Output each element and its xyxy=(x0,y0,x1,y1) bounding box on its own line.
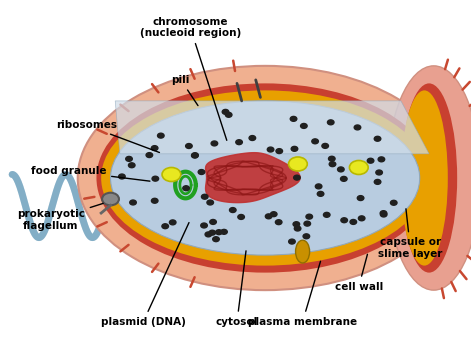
Circle shape xyxy=(157,133,164,138)
Ellipse shape xyxy=(110,101,419,255)
Circle shape xyxy=(169,220,176,225)
Circle shape xyxy=(337,167,344,172)
Ellipse shape xyxy=(78,66,453,290)
Text: cytosol: cytosol xyxy=(216,251,258,327)
Circle shape xyxy=(222,109,229,114)
Ellipse shape xyxy=(97,83,434,273)
Circle shape xyxy=(211,141,218,146)
Circle shape xyxy=(275,220,282,225)
Circle shape xyxy=(151,198,158,203)
Circle shape xyxy=(162,167,181,182)
Circle shape xyxy=(205,232,211,237)
Text: pili: pili xyxy=(172,75,198,106)
Circle shape xyxy=(322,143,328,148)
Polygon shape xyxy=(115,101,429,154)
Circle shape xyxy=(289,239,295,244)
Circle shape xyxy=(265,214,272,219)
Ellipse shape xyxy=(387,66,474,290)
Circle shape xyxy=(267,147,274,152)
Circle shape xyxy=(198,169,205,174)
Circle shape xyxy=(209,230,216,235)
Text: capsule or
slime layer: capsule or slime layer xyxy=(378,209,443,259)
Text: prokaryotic
flagellum: prokaryotic flagellum xyxy=(17,203,103,231)
Circle shape xyxy=(367,158,374,163)
Ellipse shape xyxy=(401,90,448,266)
Circle shape xyxy=(271,212,277,217)
Circle shape xyxy=(328,156,335,161)
Circle shape xyxy=(315,184,322,189)
Circle shape xyxy=(294,175,300,180)
Circle shape xyxy=(128,163,135,168)
Circle shape xyxy=(312,139,319,144)
Circle shape xyxy=(349,161,368,174)
Circle shape xyxy=(376,170,383,175)
Ellipse shape xyxy=(101,90,429,266)
Text: plasmid (DNA): plasmid (DNA) xyxy=(101,222,189,327)
Circle shape xyxy=(317,192,324,196)
Circle shape xyxy=(350,220,356,224)
Polygon shape xyxy=(206,153,300,203)
Circle shape xyxy=(289,157,307,171)
Circle shape xyxy=(378,157,385,162)
Ellipse shape xyxy=(401,83,457,273)
Circle shape xyxy=(358,216,365,221)
Circle shape xyxy=(294,226,301,231)
Text: chromosome
(nucleoid region): chromosome (nucleoid region) xyxy=(139,16,241,140)
Circle shape xyxy=(340,177,347,181)
Circle shape xyxy=(354,125,361,130)
Circle shape xyxy=(249,136,255,141)
Circle shape xyxy=(213,237,219,242)
Circle shape xyxy=(126,156,132,161)
Circle shape xyxy=(216,230,222,235)
Circle shape xyxy=(304,221,310,226)
Circle shape xyxy=(229,208,236,213)
Circle shape xyxy=(290,116,297,121)
Circle shape xyxy=(293,222,300,227)
Circle shape xyxy=(374,136,381,141)
Circle shape xyxy=(201,194,208,199)
Circle shape xyxy=(381,212,387,217)
Circle shape xyxy=(102,193,119,205)
Circle shape xyxy=(186,143,192,148)
Text: cell wall: cell wall xyxy=(335,254,383,292)
Circle shape xyxy=(357,196,364,200)
Circle shape xyxy=(130,200,137,205)
Circle shape xyxy=(301,124,307,129)
Circle shape xyxy=(146,153,153,158)
Circle shape xyxy=(238,215,245,219)
Circle shape xyxy=(151,146,158,151)
Circle shape xyxy=(210,220,216,224)
Circle shape xyxy=(236,140,242,145)
Circle shape xyxy=(201,223,207,228)
Circle shape xyxy=(391,200,397,205)
Circle shape xyxy=(303,234,310,239)
Circle shape xyxy=(152,176,159,181)
Circle shape xyxy=(192,153,198,158)
Circle shape xyxy=(221,229,227,234)
Text: food granule: food granule xyxy=(31,166,150,181)
Text: ribosomes: ribosomes xyxy=(56,120,159,152)
Circle shape xyxy=(276,149,283,153)
Circle shape xyxy=(306,214,312,219)
Circle shape xyxy=(118,174,125,179)
Circle shape xyxy=(329,162,336,167)
Circle shape xyxy=(207,200,213,205)
Circle shape xyxy=(291,146,298,151)
Text: plasma membrane: plasma membrane xyxy=(248,261,357,327)
Circle shape xyxy=(374,179,381,184)
Circle shape xyxy=(226,112,232,117)
Circle shape xyxy=(162,224,168,229)
Ellipse shape xyxy=(296,240,310,263)
Circle shape xyxy=(323,213,330,217)
Circle shape xyxy=(183,186,190,191)
Circle shape xyxy=(328,120,334,125)
Circle shape xyxy=(380,211,387,216)
Circle shape xyxy=(341,218,347,223)
Circle shape xyxy=(191,153,198,158)
